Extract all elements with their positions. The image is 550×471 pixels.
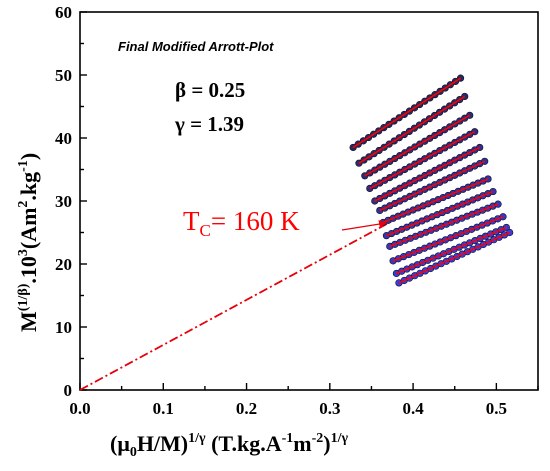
isotherm xyxy=(371,143,484,205)
tc-dashdot-line xyxy=(79,213,406,391)
fit-line xyxy=(364,114,471,177)
y-tick-labels: 0 10 20 30 40 50 60 xyxy=(55,3,72,400)
isotherm xyxy=(382,187,497,240)
x-axis-title-part: H/M) xyxy=(137,431,188,456)
fit-line xyxy=(382,178,489,224)
y-axis-title-sup: 3 xyxy=(16,249,31,256)
y-axis-title-part: .10 xyxy=(16,256,41,284)
y-tick-label: 0 xyxy=(64,381,73,400)
isotherm xyxy=(392,223,510,278)
y-tick-label: 30 xyxy=(55,192,72,211)
data-point xyxy=(466,111,474,119)
y-axis-title-sup: -1 xyxy=(16,160,31,172)
fit-line xyxy=(369,130,476,190)
x-tick-label: 0.3 xyxy=(319,399,340,418)
x-axis-title-part: ) xyxy=(323,431,330,456)
y-axis-title-sup: (1/β) xyxy=(16,283,31,311)
y-axis-title-part: .kg xyxy=(16,172,41,201)
y-tick-label: 60 xyxy=(55,3,72,22)
x-axis-title-sub: 0 xyxy=(130,445,137,460)
fit-line xyxy=(352,77,461,149)
fit-line xyxy=(386,190,494,237)
x-axis-title: (μ0H/M)1/γ (T.kg.A-1m-2)1/γ xyxy=(110,431,348,460)
fit-line xyxy=(398,231,511,284)
fit-line xyxy=(379,160,486,212)
x-tick-labels: 0.0 0.1 0.2 0.3 0.4 0.5 xyxy=(69,399,507,418)
isotherm xyxy=(366,128,479,192)
x-axis-title-sup: -1 xyxy=(282,431,294,446)
y-tick-label: 20 xyxy=(55,255,72,274)
x-tick-label: 0.5 xyxy=(486,399,507,418)
y-tick-label: 10 xyxy=(55,318,72,337)
x-tick-label: 0.0 xyxy=(69,399,90,418)
x-axis-title-part: (μ xyxy=(110,431,130,456)
y-axis-title-part: (Am xyxy=(16,208,41,250)
isotherm xyxy=(376,157,489,215)
gamma-label: γ = 1.39 xyxy=(174,112,244,136)
tc-arrow xyxy=(341,220,387,231)
isotherm-series xyxy=(349,74,514,287)
fit-line xyxy=(396,226,507,275)
x-axis-title-part: m xyxy=(293,431,311,456)
y-tick-label: 40 xyxy=(55,129,72,148)
fit-line xyxy=(392,216,504,262)
isotherm xyxy=(355,92,469,167)
isotherm xyxy=(395,228,514,287)
x-tick-label: 0.1 xyxy=(153,399,174,418)
x-tick-label: 0.4 xyxy=(402,399,424,418)
x-tick-label: 0.2 xyxy=(236,399,257,418)
isotherm xyxy=(349,74,465,152)
beta-label: β = 0.25 xyxy=(175,78,245,102)
x-axis-title-part: (T.kg.A xyxy=(206,431,282,456)
y-axis-title-part: M xyxy=(16,311,41,332)
tc-extrapolation-line xyxy=(79,213,406,391)
isotherm xyxy=(379,175,492,227)
data-point xyxy=(476,143,484,152)
data-point xyxy=(506,228,514,237)
fit-line xyxy=(358,95,466,164)
isotherm xyxy=(386,200,502,250)
data-point xyxy=(471,128,479,136)
fit-line xyxy=(389,203,499,248)
y-axis-title: M(1/β).103(Am2.kg-1) xyxy=(16,153,41,332)
tc-value: = 160 K xyxy=(211,206,300,236)
y-axis-title-sup: 2 xyxy=(16,201,31,208)
y-tick-label: 50 xyxy=(55,66,72,85)
tc-symbol: T xyxy=(183,206,200,236)
tc-subscript: C xyxy=(200,221,211,240)
isotherm xyxy=(389,213,507,265)
x-axis-title-sup: 1/γ xyxy=(188,431,206,446)
y-axis-title-part: ) xyxy=(16,153,41,160)
isotherm xyxy=(361,111,474,180)
x-axis-title-sup: -2 xyxy=(312,431,324,446)
plot-annotation: Final Modified Arrott-Plot xyxy=(118,39,274,54)
fit-line xyxy=(374,146,481,202)
data-point xyxy=(494,200,502,208)
tc-label: TC= 160 K xyxy=(183,206,300,240)
x-axis-title-sup: 1/γ xyxy=(331,431,349,446)
